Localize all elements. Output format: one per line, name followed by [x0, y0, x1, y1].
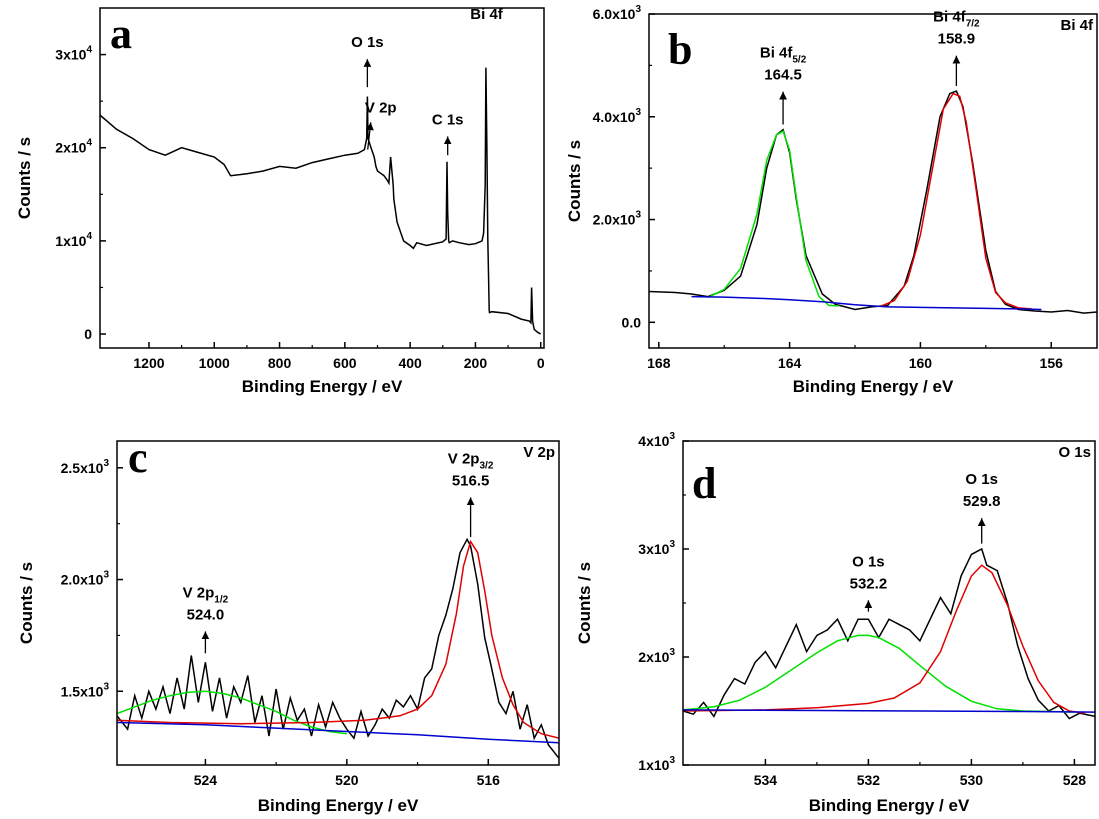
series-line-1 [683, 547, 1095, 720]
x-tick-label: 400 [398, 355, 422, 371]
x-axis-label: Binding Energy / eV [793, 377, 954, 396]
x-tick-label: 200 [464, 355, 488, 371]
x-tick-label: 524 [194, 772, 218, 788]
annotation-label: O 1s [965, 471, 998, 488]
series-line-1 [100, 67, 542, 335]
y-tick-label: 0 [84, 326, 92, 342]
panel-letter: c [128, 433, 148, 482]
x-axis-label: Binding Energy / eV [258, 796, 419, 815]
x-axis-label: Binding Energy / eV [242, 377, 403, 396]
panel-c: 524 520 516 1.5x103 2.0x103 2.5x103 Binding En… [17, 433, 560, 815]
y-tick-label: 2x103 [638, 647, 675, 665]
x-tick-label: 534 [754, 772, 778, 788]
series-line-3 [117, 539, 559, 739]
series-line-3 [683, 564, 1085, 714]
annotation-label: V 2p3/2 [448, 450, 494, 471]
y-tick-label: 3x104 [55, 45, 92, 63]
annotation-value: 164.5 [764, 67, 802, 84]
panel-letter: d [692, 459, 716, 508]
annotation-label: Bi 4f [470, 6, 504, 23]
peak-annotation: Bi 4f [470, 6, 504, 23]
annotation-label: O 1s [351, 34, 384, 51]
annotation-value: 516.5 [452, 472, 490, 489]
peak-annotation: C 1s [432, 111, 464, 156]
series-line-2 [707, 130, 839, 307]
y-tick-label: 2.5x103 [61, 458, 110, 476]
series-line-4 [691, 295, 1042, 311]
x-tick-label: 528 [1063, 772, 1087, 788]
annotation-value: 158.9 [938, 31, 976, 48]
peak-annotation: V 2p [365, 99, 397, 150]
plot-frame [648, 13, 1098, 349]
x-tick-label: 516 [477, 772, 501, 788]
x-tick-label: 532 [857, 772, 881, 788]
y-tick-label: 1x103 [638, 755, 675, 773]
x-tick-label: 160 [909, 355, 933, 371]
y-tick-label: 1.5x103 [61, 681, 110, 699]
x-tick-label: 1000 [199, 355, 230, 371]
y-tick-label: 4.0x103 [593, 107, 642, 125]
peak-annotation: O 1s 532.2 [850, 553, 888, 612]
y-tick-label: 2x104 [55, 138, 92, 156]
plot-frame [682, 440, 1096, 766]
panel-letter: a [110, 9, 132, 58]
peak-annotation: O 1s 529.8 [963, 471, 1001, 544]
y-tick-label: 1x104 [55, 231, 92, 249]
y-tick-label: 4x103 [638, 431, 675, 449]
panel-b: 168 164 160 156 0.0 2.0x103 4.0x103 6.0x103 Bind… [565, 4, 1098, 396]
plot-frame [116, 440, 560, 766]
y-tick-label: 2.0x103 [593, 210, 642, 228]
panel-a: 1200 1000 800 600 400 200 0 0 1x104 2x104 3x104 Bin… [15, 6, 545, 396]
series-line-2 [117, 690, 347, 735]
annotation-value: 532.2 [850, 575, 888, 592]
corner-label: O 1s [1058, 444, 1091, 461]
annotation-label: V 2p [365, 99, 397, 116]
y-axis-label: Counts / s [15, 137, 34, 219]
x-axis-label: Binding Energy / eV [809, 796, 970, 815]
y-tick-label: 3x103 [638, 539, 675, 557]
peak-annotation: O 1s [351, 34, 384, 88]
annotation-value: 529.8 [963, 493, 1001, 510]
x-tick-label: 520 [335, 772, 359, 788]
x-tick-label: 164 [778, 355, 802, 371]
y-tick-label: 2.0x103 [61, 570, 110, 588]
annotation-label: C 1s [432, 111, 464, 128]
x-tick-label: 1200 [133, 355, 164, 371]
annotation-label: V 2p1/2 [183, 584, 229, 605]
y-axis-label: Counts / s [17, 562, 36, 644]
series-line-1 [117, 537, 559, 759]
series-line-4 [683, 709, 1095, 713]
annotation-value: 524.0 [187, 606, 225, 623]
x-tick-label: 0 [537, 355, 545, 371]
series-line-1 [649, 90, 1097, 314]
x-tick-label: 156 [1040, 355, 1064, 371]
x-tick-label: 600 [333, 355, 357, 371]
annotation-label: Bi 4f7/2 [933, 9, 980, 30]
plot-frame [99, 7, 545, 349]
annotation-arrow [366, 122, 374, 150]
panel-d: 534 532 530 528 1x103 2x103 3x103 4x103 Binding … [575, 431, 1096, 815]
corner-label: V 2p [523, 444, 555, 461]
y-axis-label: Counts / s [575, 562, 594, 644]
y-tick-label: 0.0 [622, 314, 642, 330]
x-tick-label: 800 [268, 355, 292, 371]
series-line-4 [117, 721, 559, 744]
annotation-label: O 1s [852, 553, 885, 570]
annotation-label: Bi 4f5/2 [760, 45, 807, 66]
x-tick-label: 168 [647, 355, 671, 371]
series-line-3 [880, 92, 1032, 310]
y-axis-label: Counts / s [565, 140, 584, 222]
x-tick-label: 530 [960, 772, 984, 788]
panel-letter: b [668, 25, 692, 74]
series-line-2 [683, 634, 1075, 713]
y-tick-label: 6.0x103 [593, 4, 642, 22]
corner-label: Bi 4f [1060, 17, 1094, 34]
